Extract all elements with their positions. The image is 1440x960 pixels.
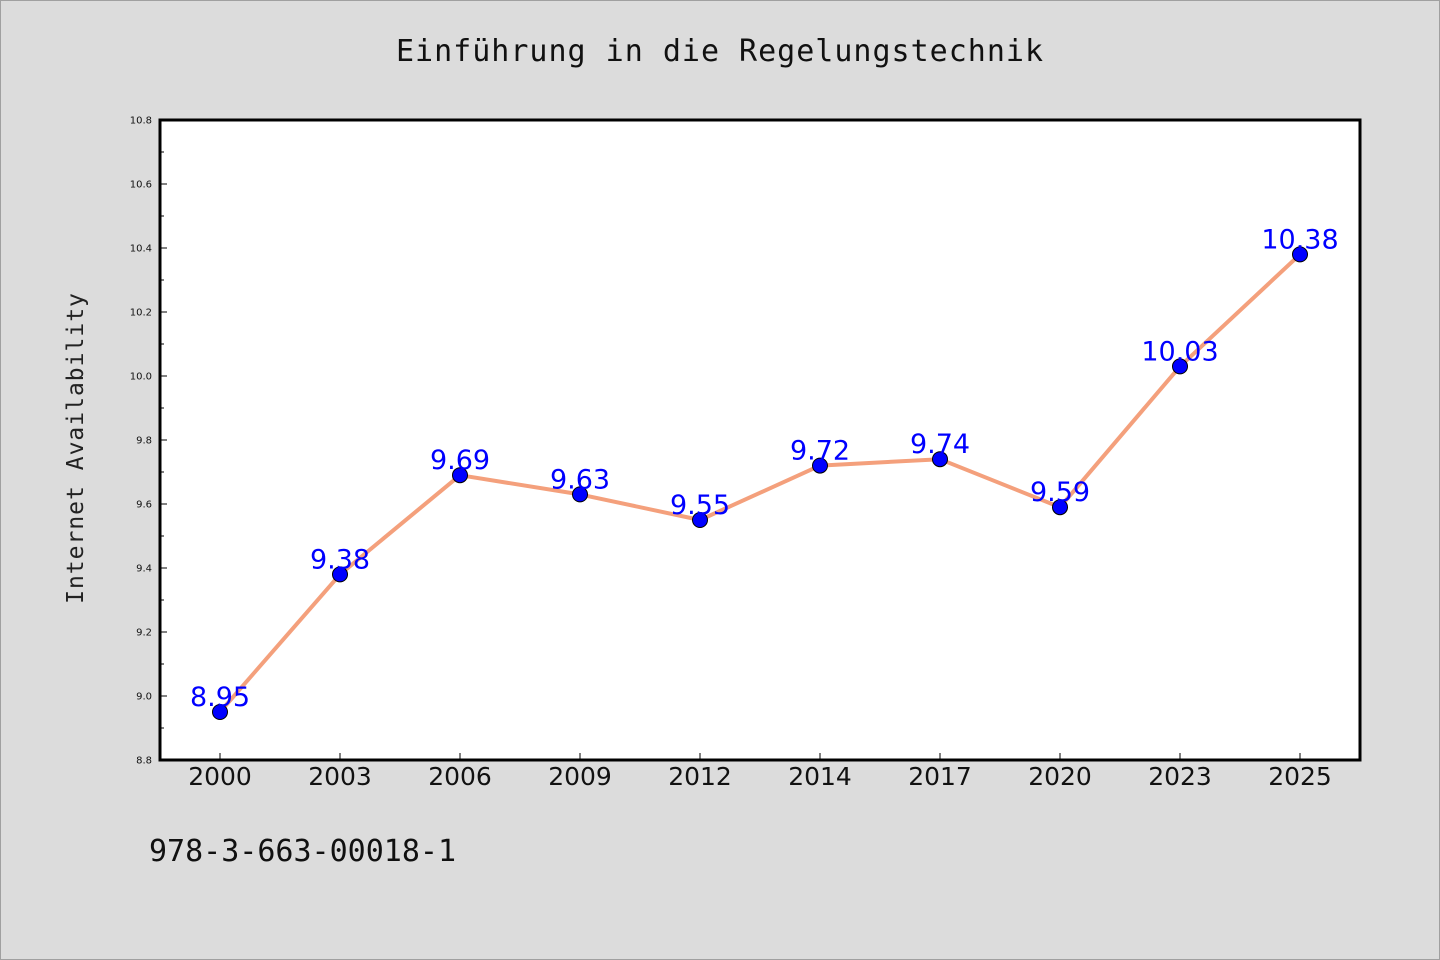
x-tick-label: 2006 [428,762,492,791]
data-point [1052,499,1068,516]
data-point [212,704,228,720]
y-tick-label: 9.8 [136,436,152,447]
data-label: 9.38 [310,544,370,575]
data-point [932,451,948,468]
y-tick-label: 10.6 [130,180,152,191]
series-line-layer [218,252,1302,714]
plot-area [158,118,1362,762]
y-tick-label: 9.6 [136,500,152,511]
x-tick-label: 2000 [188,762,252,791]
data-label: 8.95 [190,682,250,713]
data-point [332,566,348,583]
data-label-layer: 8.95 9.38 9.69 9.63 9.55 9.72 9.74 9.59 10.03 10.… [190,224,1339,713]
y-tick-label: 10.0 [130,372,152,383]
data-label: 9.55 [670,490,730,521]
data-point [692,512,708,528]
data-point [812,457,828,474]
data-label: 10.38 [1261,224,1338,255]
y-axis: 8.8 9.0 9.2 9.4 9.6 9.8 10.0 10.2 10.4 10.6 10.8 [130,116,167,767]
data-label: 9.74 [910,429,970,460]
x-tick-label: 2025 [1268,762,1332,791]
isbn-text: 978-3-663-00018-1 [149,834,457,869]
y-tick-label: 9.2 [136,628,152,639]
y-tick-label: 10.8 [130,116,152,127]
data-point [1172,358,1188,375]
x-tick-label: 2003 [308,762,372,791]
data-point [452,467,468,484]
x-tick-label: 2012 [668,762,732,791]
data-label: 9.69 [430,445,490,476]
x-axis: 2000 2003 2006 2009 2012 2014 2017 2020 2023 2025 [188,753,1332,791]
x-tick-label: 2014 [788,762,852,791]
series-line [218,252,1302,714]
y-tick-label: 9.4 [136,564,152,575]
x-tick-label: 2020 [1028,762,1092,791]
chart-title: Einführung in die Regelungstechnik [395,34,1045,69]
data-point [572,486,588,503]
y-tick-label: 10.2 [130,308,152,319]
x-tick-label: 2023 [1148,762,1212,791]
x-tick-label: 2009 [548,762,612,791]
x-tick-label: 2017 [908,762,972,791]
data-label: 9.72 [790,436,850,467]
series-marker-layer [212,246,1308,720]
data-label: 9.63 [550,464,610,495]
y-tick-label: 10.4 [130,244,152,255]
data-label: 9.59 [1030,477,1090,508]
data-point [1292,246,1308,263]
data-label: 10.03 [1141,336,1218,367]
y-tick-label: 9.0 [136,692,152,703]
y-tick-label: 8.8 [136,756,152,767]
